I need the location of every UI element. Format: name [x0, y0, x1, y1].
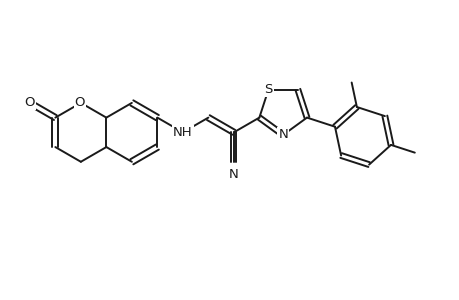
Text: N: N — [229, 168, 238, 181]
Text: O: O — [74, 96, 85, 110]
Text: N: N — [278, 128, 287, 141]
Text: NH: NH — [173, 126, 192, 139]
Text: O: O — [24, 96, 35, 110]
Text: S: S — [263, 83, 272, 96]
